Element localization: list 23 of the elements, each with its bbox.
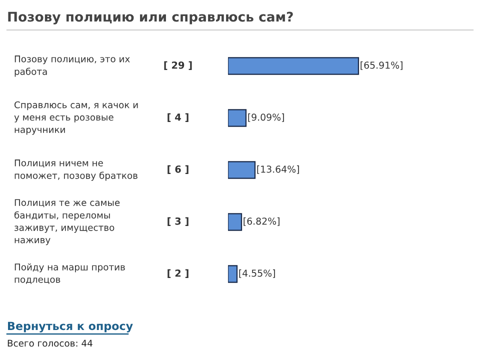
text: [ 2 ] <box>168 269 188 278</box>
y-tick-label: Полиция ничем не поможет, позову братков <box>14 160 138 181</box>
bar <box>228 161 256 179</box>
bar <box>228 265 238 283</box>
text: [ 6 ] <box>168 165 188 174</box>
bar <box>228 57 360 75</box>
data-label: [6.82%] <box>244 217 280 226</box>
data-label: [65.91%] <box>360 61 402 70</box>
bar <box>228 213 242 231</box>
text: [ 4 ] <box>168 113 188 122</box>
y-tick-label: Справлюсь сам, я качок и у меня есть розовые наручники <box>14 101 138 135</box>
data-label: [4.55%] <box>239 269 275 278</box>
chart-title: Позову полицию или справлюсь сам? <box>8 12 293 24</box>
text: Всего голосов: 44 <box>8 340 92 347</box>
bar <box>228 109 247 127</box>
data-label: [13.64%] <box>257 165 299 174</box>
y-tick-label: Полиция те же самые бандиты, переломы заживут, имущество наживу <box>14 199 120 246</box>
y-tick-label: Пойду на марш против подлецов <box>14 263 125 284</box>
text: Вернуться к опросу <box>8 322 133 332</box>
text: [ 29 ] <box>164 61 192 70</box>
text: [ 3 ] <box>168 217 188 226</box>
y-tick-label: Позову полицию, это их работа <box>14 56 130 77</box>
data-label: [9.09%] <box>248 113 284 122</box>
